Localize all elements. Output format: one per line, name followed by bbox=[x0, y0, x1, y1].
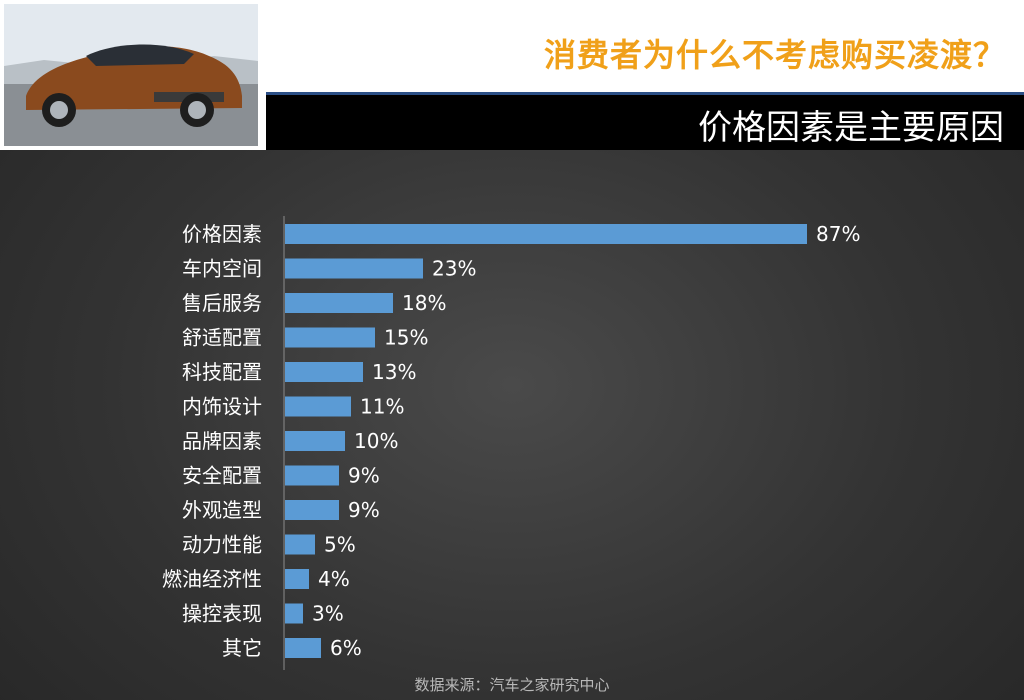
bar bbox=[285, 500, 339, 520]
value-label: 6% bbox=[330, 636, 362, 660]
value-label: 9% bbox=[348, 498, 380, 522]
bar bbox=[285, 258, 423, 279]
bar bbox=[285, 396, 351, 417]
source-note: 数据来源：汽车之家研究中心 bbox=[414, 676, 610, 694]
header: 消费者为什么不考虑购买凌渡？ 价格因素是主要原因 bbox=[0, 0, 1024, 150]
bar bbox=[285, 224, 807, 244]
bar bbox=[285, 431, 345, 451]
bar bbox=[285, 603, 303, 624]
bar bbox=[285, 327, 375, 348]
bar bbox=[285, 362, 363, 382]
car-photo bbox=[4, 4, 258, 146]
value-label: 10% bbox=[354, 429, 398, 453]
category-label: 操控表现 bbox=[182, 602, 262, 626]
value-label: 4% bbox=[318, 567, 350, 591]
category-label: 品牌因素 bbox=[182, 429, 262, 453]
value-label: 18% bbox=[402, 291, 446, 315]
page-title: 消费者为什么不考虑购买凌渡？ bbox=[543, 36, 1006, 74]
page-subtitle: 价格因素是主要原因 bbox=[698, 108, 1004, 148]
bar bbox=[285, 638, 321, 658]
bar bbox=[285, 465, 339, 486]
category-label: 外观造型 bbox=[182, 498, 262, 522]
title-divider bbox=[266, 92, 1024, 95]
subtitle-band bbox=[266, 95, 1024, 150]
value-label: 5% bbox=[324, 533, 356, 557]
bar bbox=[285, 293, 393, 313]
category-label: 价格因素 bbox=[182, 222, 262, 246]
value-label: 9% bbox=[348, 464, 380, 488]
category-label: 动力性能 bbox=[182, 533, 262, 557]
category-label: 售后服务 bbox=[182, 291, 262, 315]
category-label: 内饰设计 bbox=[182, 395, 262, 419]
value-label: 15% bbox=[384, 326, 428, 350]
value-label: 23% bbox=[432, 257, 476, 281]
value-label: 3% bbox=[312, 602, 344, 626]
bar bbox=[285, 569, 309, 589]
category-label: 车内空间 bbox=[182, 257, 262, 281]
category-label: 燃油经济性 bbox=[162, 567, 262, 591]
bar-chart: 价格因素 87% 车内空间 23% 售后服务 18% 舒适配置 15% 科技配置 13% 内饰设计 1… bbox=[162, 216, 860, 670]
category-label: 其它 bbox=[222, 636, 262, 660]
value-label: 13% bbox=[372, 360, 416, 384]
category-label: 舒适配置 bbox=[182, 326, 262, 350]
bar bbox=[285, 534, 315, 555]
value-label: 11% bbox=[360, 395, 404, 419]
category-label: 安全配置 bbox=[182, 464, 262, 488]
category-label: 科技配置 bbox=[182, 360, 262, 384]
value-label: 87% bbox=[816, 222, 860, 246]
